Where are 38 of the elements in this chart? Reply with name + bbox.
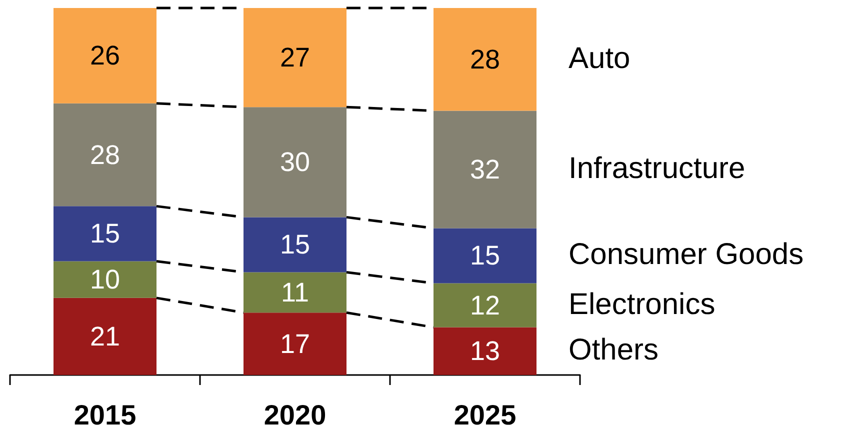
data-label: 28	[90, 140, 120, 170]
bar	[434, 8, 536, 111]
data-label: 10	[90, 264, 120, 295]
data-label: 21	[90, 321, 120, 352]
bar	[434, 283, 536, 328]
data-label: 27	[280, 42, 310, 73]
data-label: 15	[90, 218, 120, 249]
data-label: 26	[90, 40, 120, 71]
bar	[244, 107, 346, 218]
bar	[244, 312, 346, 375]
bar	[244, 272, 346, 313]
x-tick-label: 2020	[264, 400, 326, 430]
bar	[54, 8, 156, 104]
data-label: 17	[280, 328, 310, 359]
data-label: 12	[470, 290, 500, 320]
bar	[54, 206, 156, 262]
data-label: 13	[470, 336, 500, 366]
data-label: 30	[280, 147, 310, 178]
series-label: Consumer Goods	[568, 238, 804, 272]
data-label: 32	[470, 154, 500, 184]
series-label: Electronics	[568, 288, 716, 321]
data-label: 28	[470, 44, 500, 74]
data-label: 15	[280, 230, 310, 260]
bar	[434, 327, 536, 375]
series-label: Infrastructure	[568, 152, 746, 185]
bar	[434, 228, 536, 284]
series-label: Others	[568, 334, 659, 367]
x-tick-label: 2025	[454, 400, 516, 430]
bar	[244, 217, 346, 272]
series-label: Auto	[568, 42, 630, 75]
bar	[244, 8, 346, 108]
bar	[54, 261, 156, 298]
data-label: 11	[280, 277, 310, 308]
bar	[54, 298, 156, 375]
bar	[54, 103, 156, 206]
bar	[434, 110, 536, 228]
data-label: 15	[470, 240, 500, 271]
x-tick-label: 2015	[74, 400, 136, 430]
